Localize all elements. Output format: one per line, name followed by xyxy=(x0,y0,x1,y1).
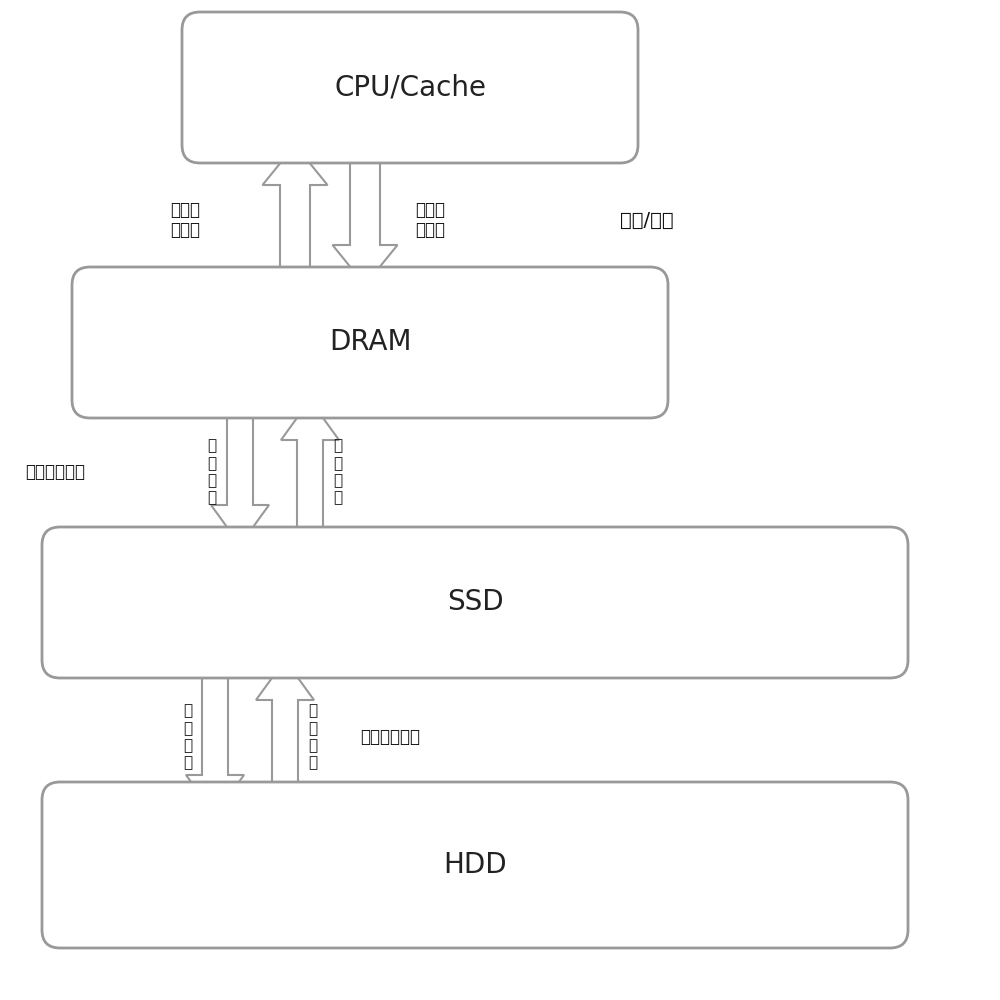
Polygon shape xyxy=(262,145,328,285)
Text: DRAM: DRAM xyxy=(329,328,411,357)
FancyBboxPatch shape xyxy=(72,267,668,418)
Text: 请发应
求返用: 请发应 求返用 xyxy=(415,201,445,239)
Polygon shape xyxy=(211,400,269,545)
Polygon shape xyxy=(186,660,244,815)
Polygon shape xyxy=(256,660,314,815)
Text: 小粒度随机写: 小粒度随机写 xyxy=(360,728,420,746)
Text: SSD: SSD xyxy=(447,588,503,616)
Text: 脏
页
写
回: 脏 页 写 回 xyxy=(183,703,193,771)
Text: （读/写）: （读/写） xyxy=(620,211,674,230)
Polygon shape xyxy=(332,145,397,285)
Text: CPU/Cache: CPU/Cache xyxy=(334,74,486,102)
Text: 应返数
用回据: 应返数 用回据 xyxy=(170,201,200,239)
FancyBboxPatch shape xyxy=(182,12,638,163)
FancyBboxPatch shape xyxy=(42,782,908,948)
Text: 小粒度随机写: 小粒度随机写 xyxy=(25,463,85,481)
Text: 数
据
读
取: 数 据 读 取 xyxy=(333,438,343,506)
Polygon shape xyxy=(281,400,339,545)
Text: 数
据
读
取: 数 据 读 取 xyxy=(308,703,318,771)
FancyBboxPatch shape xyxy=(42,527,908,678)
Text: HDD: HDD xyxy=(443,851,507,879)
Text: 脏
页
写
回: 脏 页 写 回 xyxy=(207,438,217,506)
